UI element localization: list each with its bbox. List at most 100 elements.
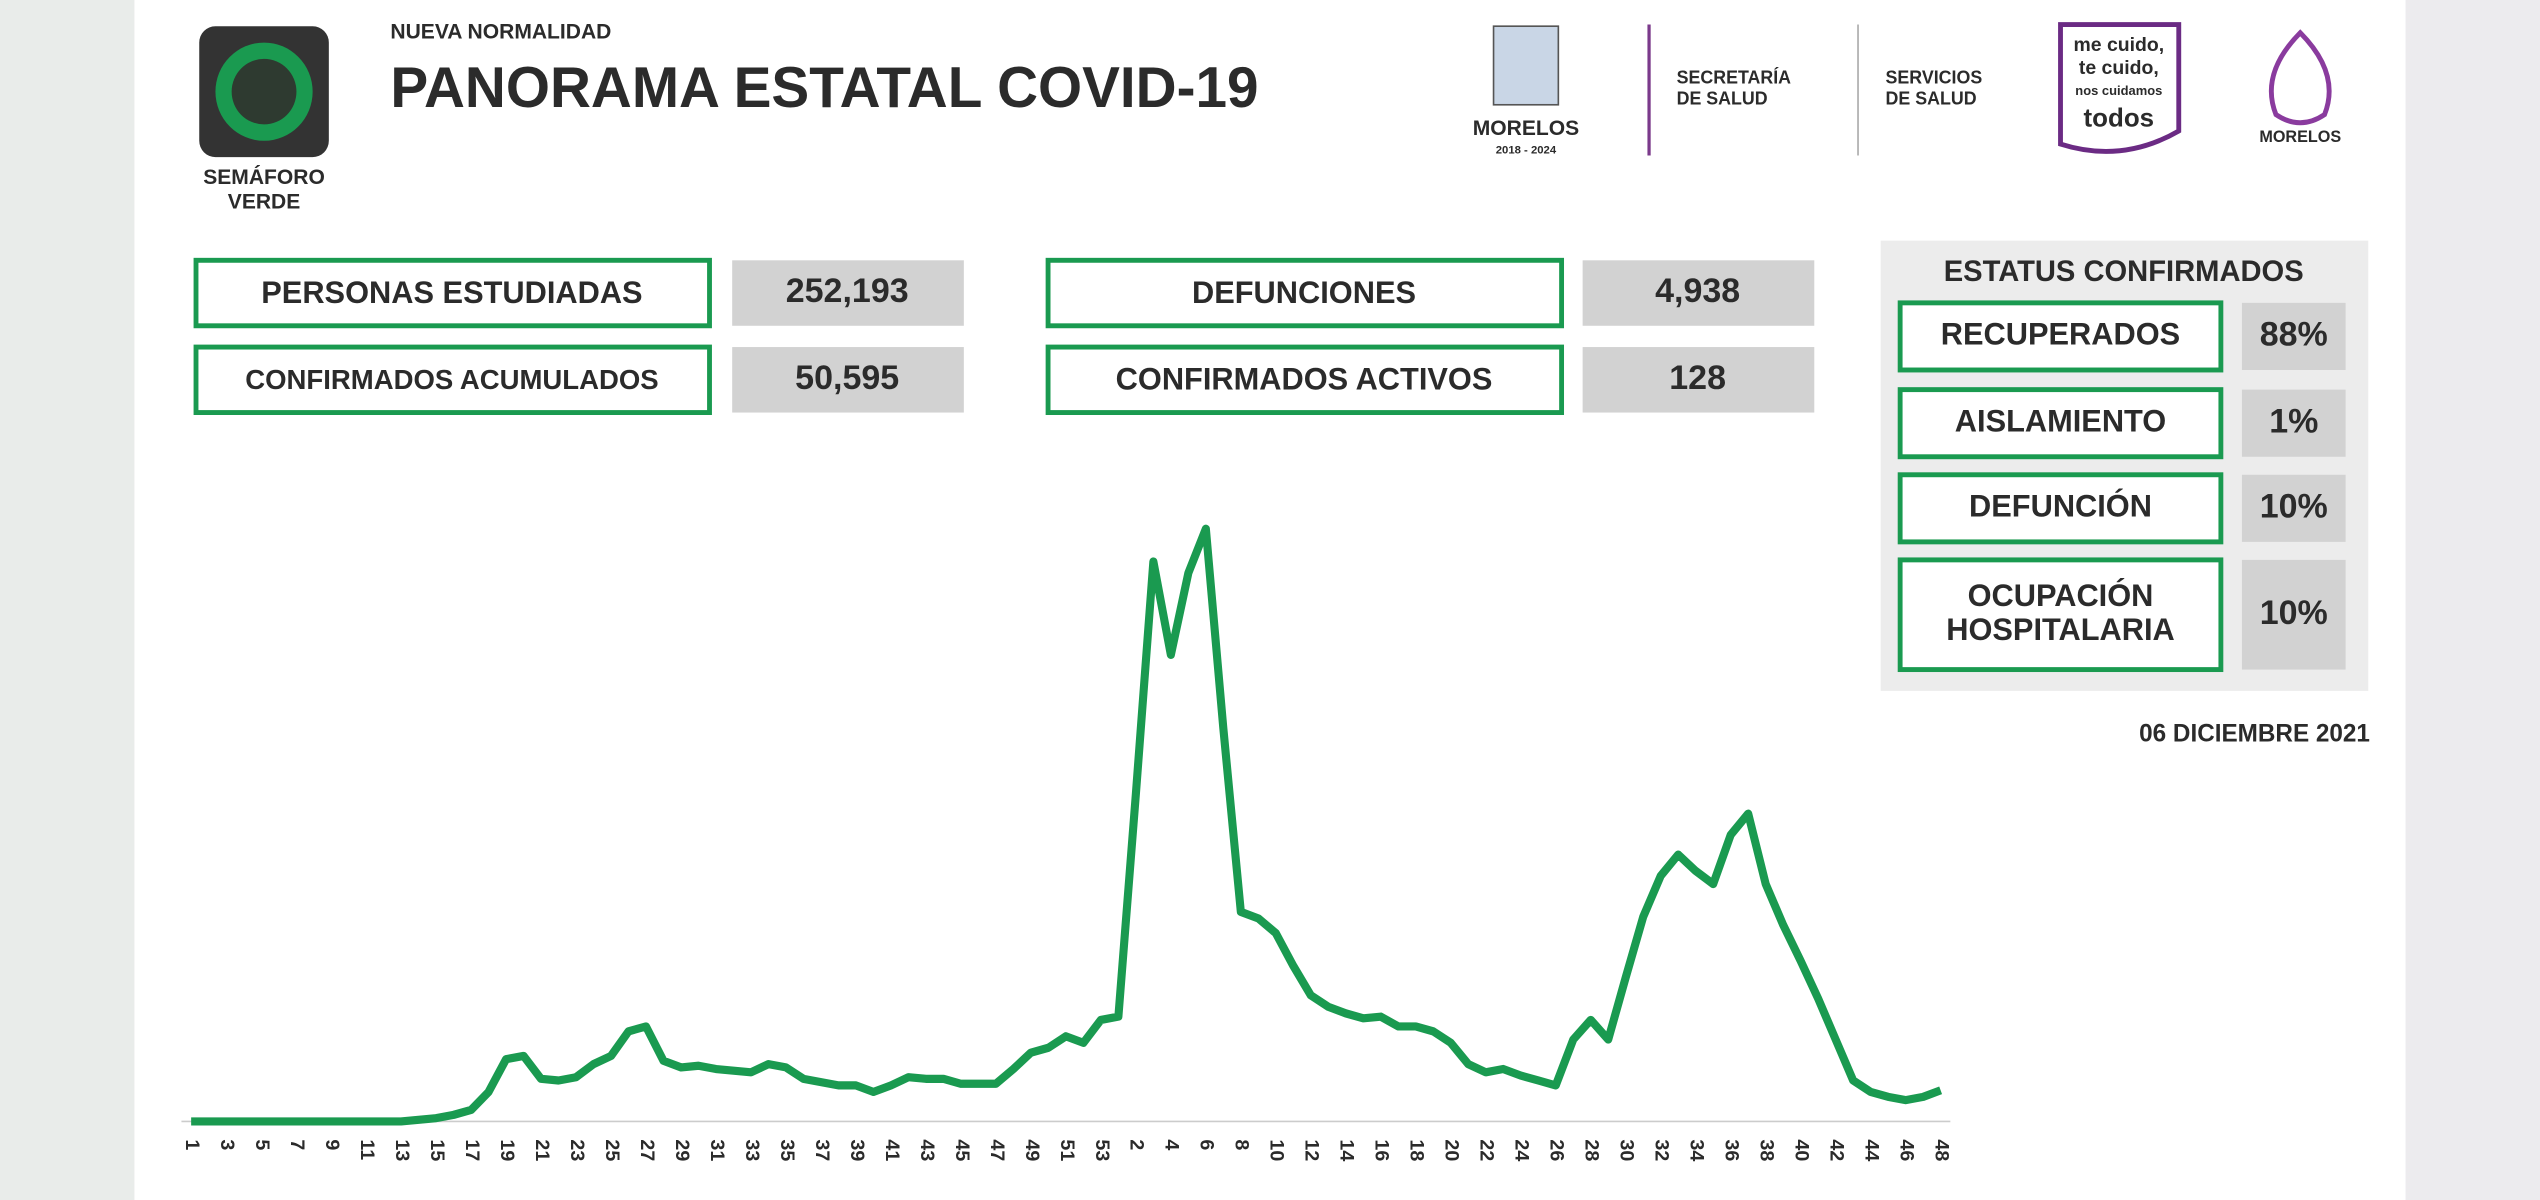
status-label: AISLAMIENTO: [1955, 403, 2166, 438]
slogan: nos cuidamos: [2075, 83, 2162, 98]
x-tick-label: 22: [1476, 1139, 1498, 1161]
x-tick-label: 10: [1266, 1139, 1288, 1161]
stat-label: CONFIRMADOS ACUMULADOS: [245, 364, 658, 395]
x-tick-label: 53: [1091, 1139, 1113, 1161]
x-tick-label: 39: [846, 1139, 868, 1161]
x-tick-label: 13: [391, 1139, 413, 1161]
stat-label-box: [1045, 344, 1565, 416]
x-tick-label: 24: [1511, 1139, 1533, 1161]
side-right: [2405, 0, 2540, 1200]
stat-label-box: [193, 344, 712, 416]
x-tick-label: 2: [1126, 1139, 1148, 1150]
x-tick-label: 26: [1546, 1139, 1568, 1161]
status-value-box: [2241, 474, 2346, 542]
semaforo-map: [231, 58, 297, 125]
semaforo-label: VERDE: [228, 191, 301, 214]
slogan: todos: [2084, 102, 2155, 132]
x-tick-label: 16: [1371, 1139, 1393, 1161]
status-value-box: [2241, 389, 2346, 457]
x-tick-label: 47: [986, 1139, 1008, 1161]
x-tick-label: 43: [916, 1139, 938, 1161]
slogan: te cuido,: [2079, 57, 2159, 79]
x-tick-label: 25: [601, 1139, 623, 1161]
x-tick-label: 15: [426, 1139, 448, 1161]
logo-brand: MORELOS: [2259, 128, 2341, 146]
date: 06 DICIEMBRE 2021: [2139, 720, 2370, 747]
x-tick-label: 9: [321, 1139, 343, 1150]
header-title: PANORAMA ESTATAL COVID-19: [390, 56, 1258, 120]
stat-label: DEFUNCIONES: [1192, 275, 1416, 310]
x-tick-label: 30: [1616, 1139, 1638, 1161]
status-label-box: [1897, 387, 2224, 460]
slogan: me cuido,: [2073, 34, 2164, 56]
stat-value-box: [732, 260, 964, 326]
status-value: 1%: [2269, 402, 2318, 440]
x-tick-label: 36: [1721, 1139, 1743, 1161]
logo-morelos: MORELOS: [1473, 117, 1579, 140]
x-tick-label: 23: [566, 1139, 588, 1161]
logo-secretaria: DE SALUD: [1677, 89, 1768, 109]
status-label-box: [1897, 300, 2224, 373]
logo-servicios: DE SALUD: [1886, 89, 1977, 109]
x-tick-label: 45: [951, 1139, 973, 1161]
x-tick-label: 37: [811, 1139, 833, 1161]
slogan-shield: [2058, 22, 2182, 154]
x-tick-label: 38: [1756, 1139, 1778, 1161]
x-tick-label: 19: [496, 1139, 518, 1161]
stat-label-box: [193, 257, 712, 329]
x-tick-label: 6: [1196, 1139, 1218, 1150]
status-value-box: [2241, 302, 2346, 370]
x-tick-label: 4: [1161, 1139, 1183, 1150]
side-left: [0, 0, 135, 1200]
stat-label-box: [1045, 257, 1565, 329]
logo-period: 2018 - 2024: [1496, 145, 1557, 157]
line-series: [191, 524, 1943, 1126]
x-tick-label: 29: [671, 1139, 693, 1161]
x-tick-label: 17: [461, 1139, 483, 1161]
x-tick-label: 8: [1231, 1139, 1253, 1150]
x-tick-label: 49: [1021, 1139, 1043, 1161]
status-label: RECUPERADOS: [1941, 316, 2180, 351]
status-value: 10%: [2260, 487, 2328, 525]
x-tick-label: 3: [216, 1139, 238, 1150]
logo-servicios: SERVICIOS: [1886, 67, 1983, 87]
x-tick-label: 14: [1336, 1139, 1358, 1161]
x-tick-label: 51: [1056, 1139, 1078, 1161]
stat-value-box: [732, 347, 964, 413]
status-value-box: [2241, 559, 2346, 670]
x-tick-label: 40: [1791, 1139, 1813, 1161]
stat-value: 128: [1669, 359, 1726, 397]
x-tick-label: 18: [1406, 1139, 1428, 1161]
stat-value-box: [1582, 260, 1815, 326]
x-tick-label: 27: [636, 1139, 658, 1161]
status-value: 10%: [2260, 594, 2328, 632]
x-tick-label: 20: [1441, 1139, 1463, 1161]
status-title: ESTATUS CONFIRMADOS: [1944, 255, 2304, 288]
x-tick-label: 32: [1651, 1139, 1673, 1161]
x-tick-label: 44: [1861, 1139, 1883, 1161]
stat-label: CONFIRMADOS ACTIVOS: [1116, 362, 1493, 397]
x-tick-label: 7: [286, 1139, 308, 1150]
lotus-logo: [2268, 29, 2332, 126]
stat-value: 252,193: [786, 272, 909, 310]
stat-value: 50,595: [795, 359, 899, 397]
x-tick-label: 11: [356, 1139, 378, 1160]
x-tick-label: 42: [1826, 1139, 1848, 1161]
morelos-shield: [1492, 25, 1560, 106]
x-tick-label: 5: [251, 1139, 273, 1150]
x-tick-label: 21: [531, 1139, 553, 1161]
x-tick-label: 35: [776, 1139, 798, 1161]
x-tick-label: 41: [881, 1139, 903, 1161]
x-tick-label: 1: [181, 1139, 203, 1150]
status-label-box: [1897, 472, 2224, 545]
stat-value-box: [1582, 347, 1815, 413]
status-label: DEFUNCIÓN: [1969, 487, 2152, 523]
x-tick-label: 34: [1686, 1139, 1708, 1161]
status-label: OCUPACIÓN: [1968, 577, 2154, 613]
status-value: 88%: [2260, 315, 2328, 353]
logo-secretaria: SECRETARÍA: [1677, 66, 1792, 87]
x-tick-label: 33: [741, 1139, 763, 1161]
x-tick-label: 28: [1581, 1139, 1603, 1161]
